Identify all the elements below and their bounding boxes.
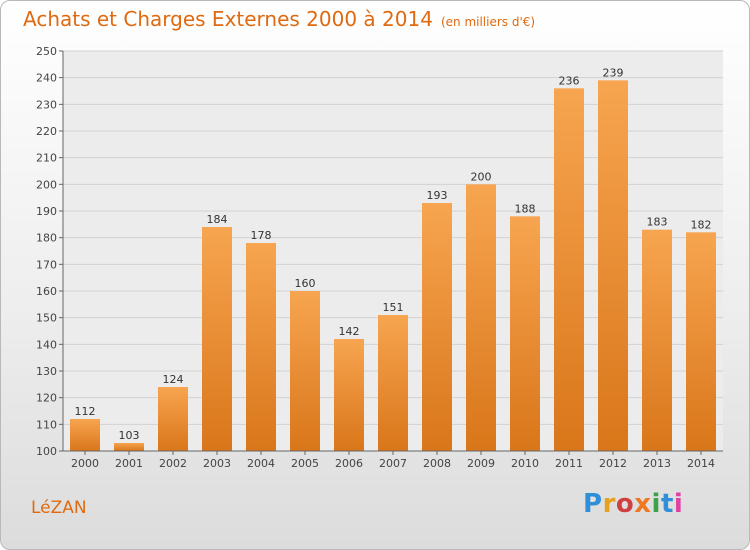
x-tick-label: 2011 xyxy=(555,457,583,470)
value-label-2006: 142 xyxy=(339,325,360,338)
value-label-2003: 184 xyxy=(207,213,228,226)
y-tick-label: 190 xyxy=(36,205,57,218)
y-tick-label: 250 xyxy=(36,45,57,58)
x-tick-label: 2012 xyxy=(599,457,627,470)
bar-2005 xyxy=(290,291,320,451)
x-tick-label: 2007 xyxy=(379,457,407,470)
bar-2003 xyxy=(202,227,232,451)
bar-2011 xyxy=(554,88,584,451)
y-tick-label: 240 xyxy=(36,72,57,85)
x-tick-label: 2003 xyxy=(203,457,231,470)
value-label-2013: 183 xyxy=(647,216,668,229)
x-tick-label: 2002 xyxy=(159,457,187,470)
y-tick-label: 140 xyxy=(36,338,57,351)
bars: 112 103 124 184 178 160 142 151 193 200 188 236 239 1… xyxy=(70,66,716,452)
logo-letter: r xyxy=(602,489,616,519)
bar-2004 xyxy=(246,243,276,451)
value-label-2012: 239 xyxy=(603,66,624,79)
value-label-2000: 112 xyxy=(75,405,96,418)
logo-letter: o xyxy=(615,489,635,519)
value-label-2002: 124 xyxy=(163,373,184,386)
value-label-2014: 182 xyxy=(691,218,712,231)
x-axis: 2000 2001 2002 2003 2004 2005 2006 2007 2008 2009… xyxy=(63,450,723,470)
value-label-2007: 151 xyxy=(383,301,404,314)
y-tick-label: 100 xyxy=(36,445,57,458)
bar-2009 xyxy=(466,184,496,452)
x-tick-label: 2006 xyxy=(335,457,363,470)
bar-2010 xyxy=(510,216,540,451)
x-tick-label: 2000 xyxy=(71,457,99,470)
y-tick-label: 110 xyxy=(36,418,57,431)
x-tick-label: 2008 xyxy=(423,457,451,470)
value-label-2005: 160 xyxy=(295,277,316,290)
y-tick-label: 150 xyxy=(36,312,57,325)
y-tick-label: 230 xyxy=(36,98,57,111)
y-tick-label: 170 xyxy=(36,258,57,271)
bar-2006 xyxy=(334,339,364,451)
y-tick-label: 130 xyxy=(36,365,57,378)
chart-title-text: Achats et Charges Externes 2000 à 2014 xyxy=(23,7,433,31)
chart-title: Achats et Charges Externes 2000 à 2014 (e… xyxy=(23,7,535,31)
bar-2001 xyxy=(114,443,144,451)
bar-2014 xyxy=(686,232,716,451)
y-tick-label: 210 xyxy=(36,152,57,165)
value-label-2004: 178 xyxy=(251,229,272,242)
logo-letter: t xyxy=(660,489,674,519)
bar-2008 xyxy=(422,203,452,451)
bar-2013 xyxy=(642,229,672,451)
value-label-2010: 188 xyxy=(515,202,536,215)
x-tick-label: 2005 xyxy=(291,457,319,470)
x-tick-label: 2004 xyxy=(247,457,275,470)
bar-2000 xyxy=(70,419,100,451)
y-tick-label: 220 xyxy=(36,125,57,138)
logo-letter: i xyxy=(673,489,684,519)
value-label-2009: 200 xyxy=(471,170,492,183)
chart-subtitle: (en milliers d'€) xyxy=(440,15,536,29)
y-tick-label: 160 xyxy=(36,285,57,298)
bar-2012 xyxy=(598,80,628,451)
y-tick-label: 120 xyxy=(36,392,57,405)
x-tick-label: 2009 xyxy=(467,457,495,470)
x-tick-label: 2013 xyxy=(643,457,671,470)
logo-letter: P xyxy=(583,489,603,519)
x-tick-label: 2001 xyxy=(115,457,143,470)
proxiti-logo: Proxiti xyxy=(583,489,683,519)
bar-2007 xyxy=(378,315,408,451)
x-tick-label: 2010 xyxy=(511,457,539,470)
city-name: LéZAN xyxy=(31,498,87,518)
value-label-2008: 193 xyxy=(427,189,448,202)
x-tick-label: 2014 xyxy=(687,457,715,470)
y-tick-label: 180 xyxy=(36,232,57,245)
logo-letter: i xyxy=(651,489,661,519)
value-label-2001: 103 xyxy=(119,429,140,442)
value-label-2011: 236 xyxy=(559,74,580,87)
logo-letter: x xyxy=(634,489,652,519)
y-tick-label: 200 xyxy=(36,178,57,191)
y-axis: 100 110 120 130 140 150 160 170 180 190 200 210 220 2… xyxy=(36,45,64,458)
bar-2002 xyxy=(158,387,188,451)
